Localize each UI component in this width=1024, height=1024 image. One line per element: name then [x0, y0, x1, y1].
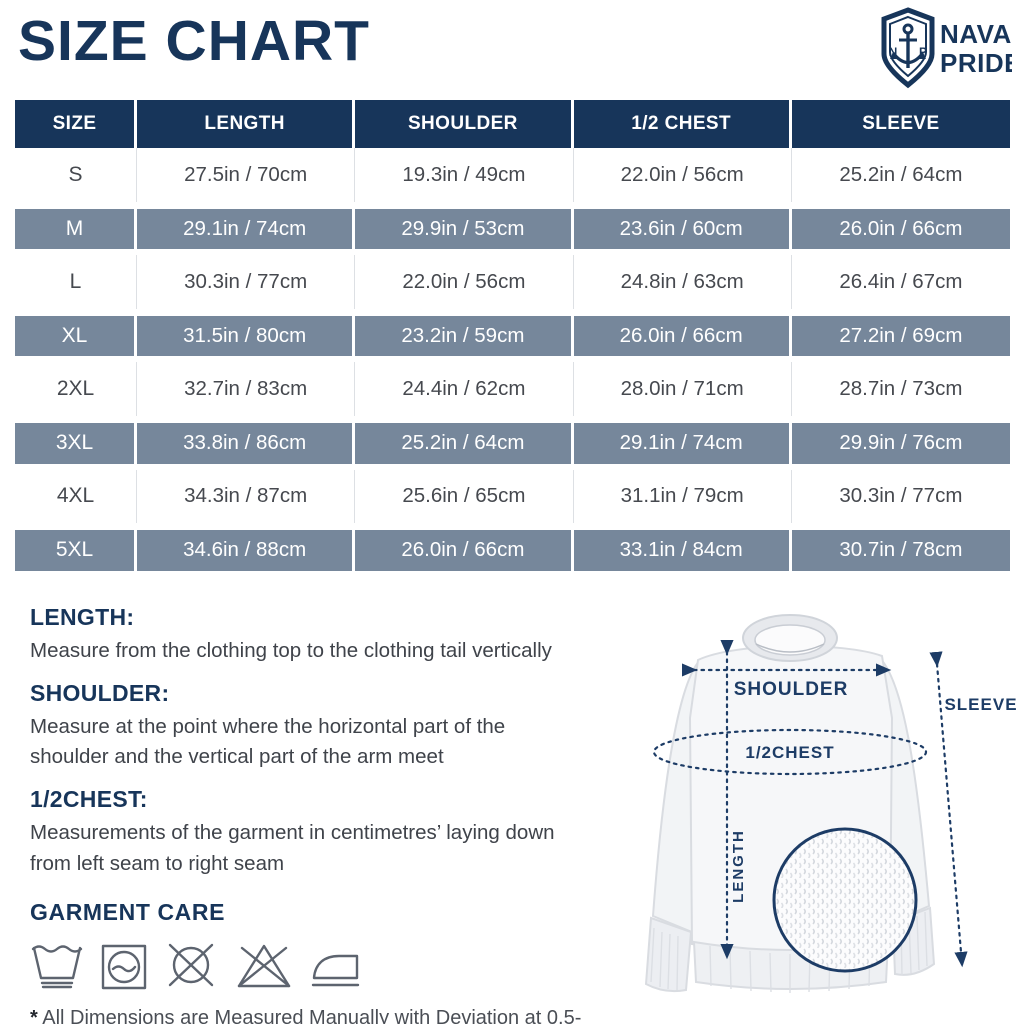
table-row: 2XL 32.7in / 83cm 24.4in / 62cm 28.0in /…: [15, 362, 1010, 416]
shoulder-label: SHOULDER: [734, 679, 849, 700]
cell-shoulder: 25.2in / 64cm: [355, 422, 574, 464]
cell-half-chest: 28.0in / 71cm: [573, 362, 792, 416]
table-row: 5XL 34.6in / 88cm 26.0in / 66cm 33.1in /…: [15, 523, 1010, 577]
header-cell-half-chest: 1/2 CHEST: [573, 100, 792, 148]
cell-half-chest: 31.1in / 79cm: [573, 469, 792, 524]
table-row: L 30.3in / 77cm 22.0in / 56cm 24.8in / 6…: [15, 255, 1010, 309]
sweatshirt-diagram: SHOULDER 1/2CHEST SLEEVE LENGTH: [644, 614, 1017, 993]
cell-size: L: [15, 255, 137, 309]
cell-sleeve: 30.3in / 77cm: [791, 469, 1010, 524]
brand-logo: N P NAVAL PRIDE: [881, 7, 1012, 89]
monogram-p: P: [919, 45, 927, 59]
cell-shoulder: 23.2in / 59cm: [355, 315, 574, 357]
do-not-bleach-icon: [237, 944, 291, 987]
cell-sleeve: 29.9in / 76cm: [791, 422, 1010, 464]
page-title: SIZE CHART: [18, 9, 370, 73]
cell-half-chest: 24.8in / 63cm: [573, 255, 792, 309]
half-chest-label-bg: [736, 740, 844, 763]
definition-length-term: LENGTH:: [30, 604, 135, 630]
cell-half-chest: 29.1in / 74cm: [573, 422, 792, 464]
cell-size: 2XL: [15, 362, 137, 416]
table-row: 3XL 33.8in / 86cm 25.2in / 64cm 29.1in /…: [15, 416, 1010, 470]
anchor-shield-icon: N P: [881, 7, 935, 89]
table-header-row: SIZE LENGTH SHOULDER 1/2 CHEST SLEEVE: [15, 100, 1010, 148]
brand-name-line2: PRIDE: [940, 48, 1012, 78]
half-chest-ellipse: [652, 728, 928, 776]
footnote-text: All Dimensions are Measured Manually wit…: [42, 1006, 582, 1024]
cell-length: 34.6in / 88cm: [137, 530, 356, 571]
cell-sleeve: 25.2in / 64cm: [791, 148, 1010, 202]
definition-half-chest-text: Measurements of the garment in centimetr…: [30, 821, 555, 875]
gentle-wash-icon: [31, 944, 83, 988]
monogram-n: N: [889, 45, 898, 59]
cell-sleeve: 26.4in / 67cm: [791, 255, 1010, 309]
fabric-detail-circle: [772, 827, 918, 973]
cell-sleeve: 26.0in / 66cm: [791, 208, 1010, 250]
cell-shoulder: 24.4in / 62cm: [355, 362, 574, 416]
cell-shoulder: 22.0in / 56cm: [355, 255, 574, 309]
garment-care-icons: [30, 938, 658, 990]
cell-shoulder: 19.3in / 49cm: [355, 148, 574, 202]
definition-shoulder-text: Measure at the point where the horizonta…: [30, 715, 506, 769]
length-label: LENGTH: [730, 829, 747, 903]
cell-sleeve: 30.7in / 78cm: [791, 530, 1010, 571]
header-cell-length: LENGTH: [137, 100, 356, 148]
cell-half-chest: 23.6in / 60cm: [573, 208, 792, 250]
brand-name-line1: NAVAL: [940, 19, 1012, 49]
cell-length: 32.7in / 83cm: [137, 362, 356, 416]
cell-length: 33.8in / 86cm: [137, 422, 356, 464]
sleeve-arrow: [929, 651, 968, 968]
cell-half-chest: 26.0in / 66cm: [573, 315, 792, 357]
cell-size: M: [15, 208, 137, 250]
cell-sleeve: 27.2in / 69cm: [791, 315, 1010, 357]
header-cell-size: SIZE: [15, 100, 137, 148]
size-table: SIZE LENGTH SHOULDER 1/2 CHEST SLEEVE S …: [15, 100, 1010, 577]
cell-size: XL: [15, 315, 137, 357]
cell-half-chest: 22.0in / 56cm: [573, 148, 792, 202]
header-cell-shoulder: SHOULDER: [355, 100, 574, 148]
footnote: * All Dimensions are Measured Manually w…: [30, 1004, 590, 1024]
cell-shoulder: 29.9in / 53cm: [355, 208, 574, 250]
cell-shoulder: 25.6in / 65cm: [355, 469, 574, 524]
half-chest-label: 1/2CHEST: [745, 743, 834, 762]
cell-sleeve: 28.7in / 73cm: [791, 362, 1010, 416]
sleeve-label: SLEEVE: [944, 695, 1017, 714]
cell-size: 4XL: [15, 469, 137, 524]
do-not-dry-clean-icon: [168, 943, 214, 986]
cell-size: 5XL: [15, 530, 137, 571]
definition-shoulder-term: SHOULDER:: [30, 680, 170, 707]
definition-half-chest-term: 1/2CHEST:: [30, 786, 148, 813]
footnote-marker: *: [30, 1006, 38, 1024]
cell-size: 3XL: [15, 422, 137, 464]
tumble-dry-icon: [101, 944, 147, 989]
header-cell-sleeve: SLEEVE: [791, 100, 1010, 148]
cell-half-chest: 33.1in / 84cm: [573, 530, 792, 571]
cell-length: 34.3in / 87cm: [137, 469, 356, 524]
cell-length: 27.5in / 70cm: [137, 148, 356, 202]
table-row: XL 31.5in / 80cm 23.2in / 59cm 26.0in / …: [15, 309, 1010, 363]
cell-length: 29.1in / 74cm: [137, 208, 356, 250]
definitions-section: LENGTH: Measure from the clothing top to…: [30, 604, 658, 1024]
table-row: 4XL 34.3in / 87cm 25.6in / 65cm 31.1in /…: [15, 469, 1010, 524]
cell-length: 30.3in / 77cm: [137, 255, 356, 309]
iron-icon: [311, 954, 360, 986]
cell-shoulder: 26.0in / 66cm: [355, 530, 574, 571]
definition-length-text: Measure from the clothing top to the clo…: [30, 639, 552, 662]
cell-length: 31.5in / 80cm: [137, 315, 356, 357]
garment-care-title: GARMENT CARE: [30, 898, 226, 925]
cell-size: S: [15, 148, 137, 202]
table-row: M 29.1in / 74cm 29.9in / 53cm 23.6in / 6…: [15, 202, 1010, 256]
table-row: S 27.5in / 70cm 19.3in / 49cm 22.0in / 5…: [15, 148, 1010, 202]
